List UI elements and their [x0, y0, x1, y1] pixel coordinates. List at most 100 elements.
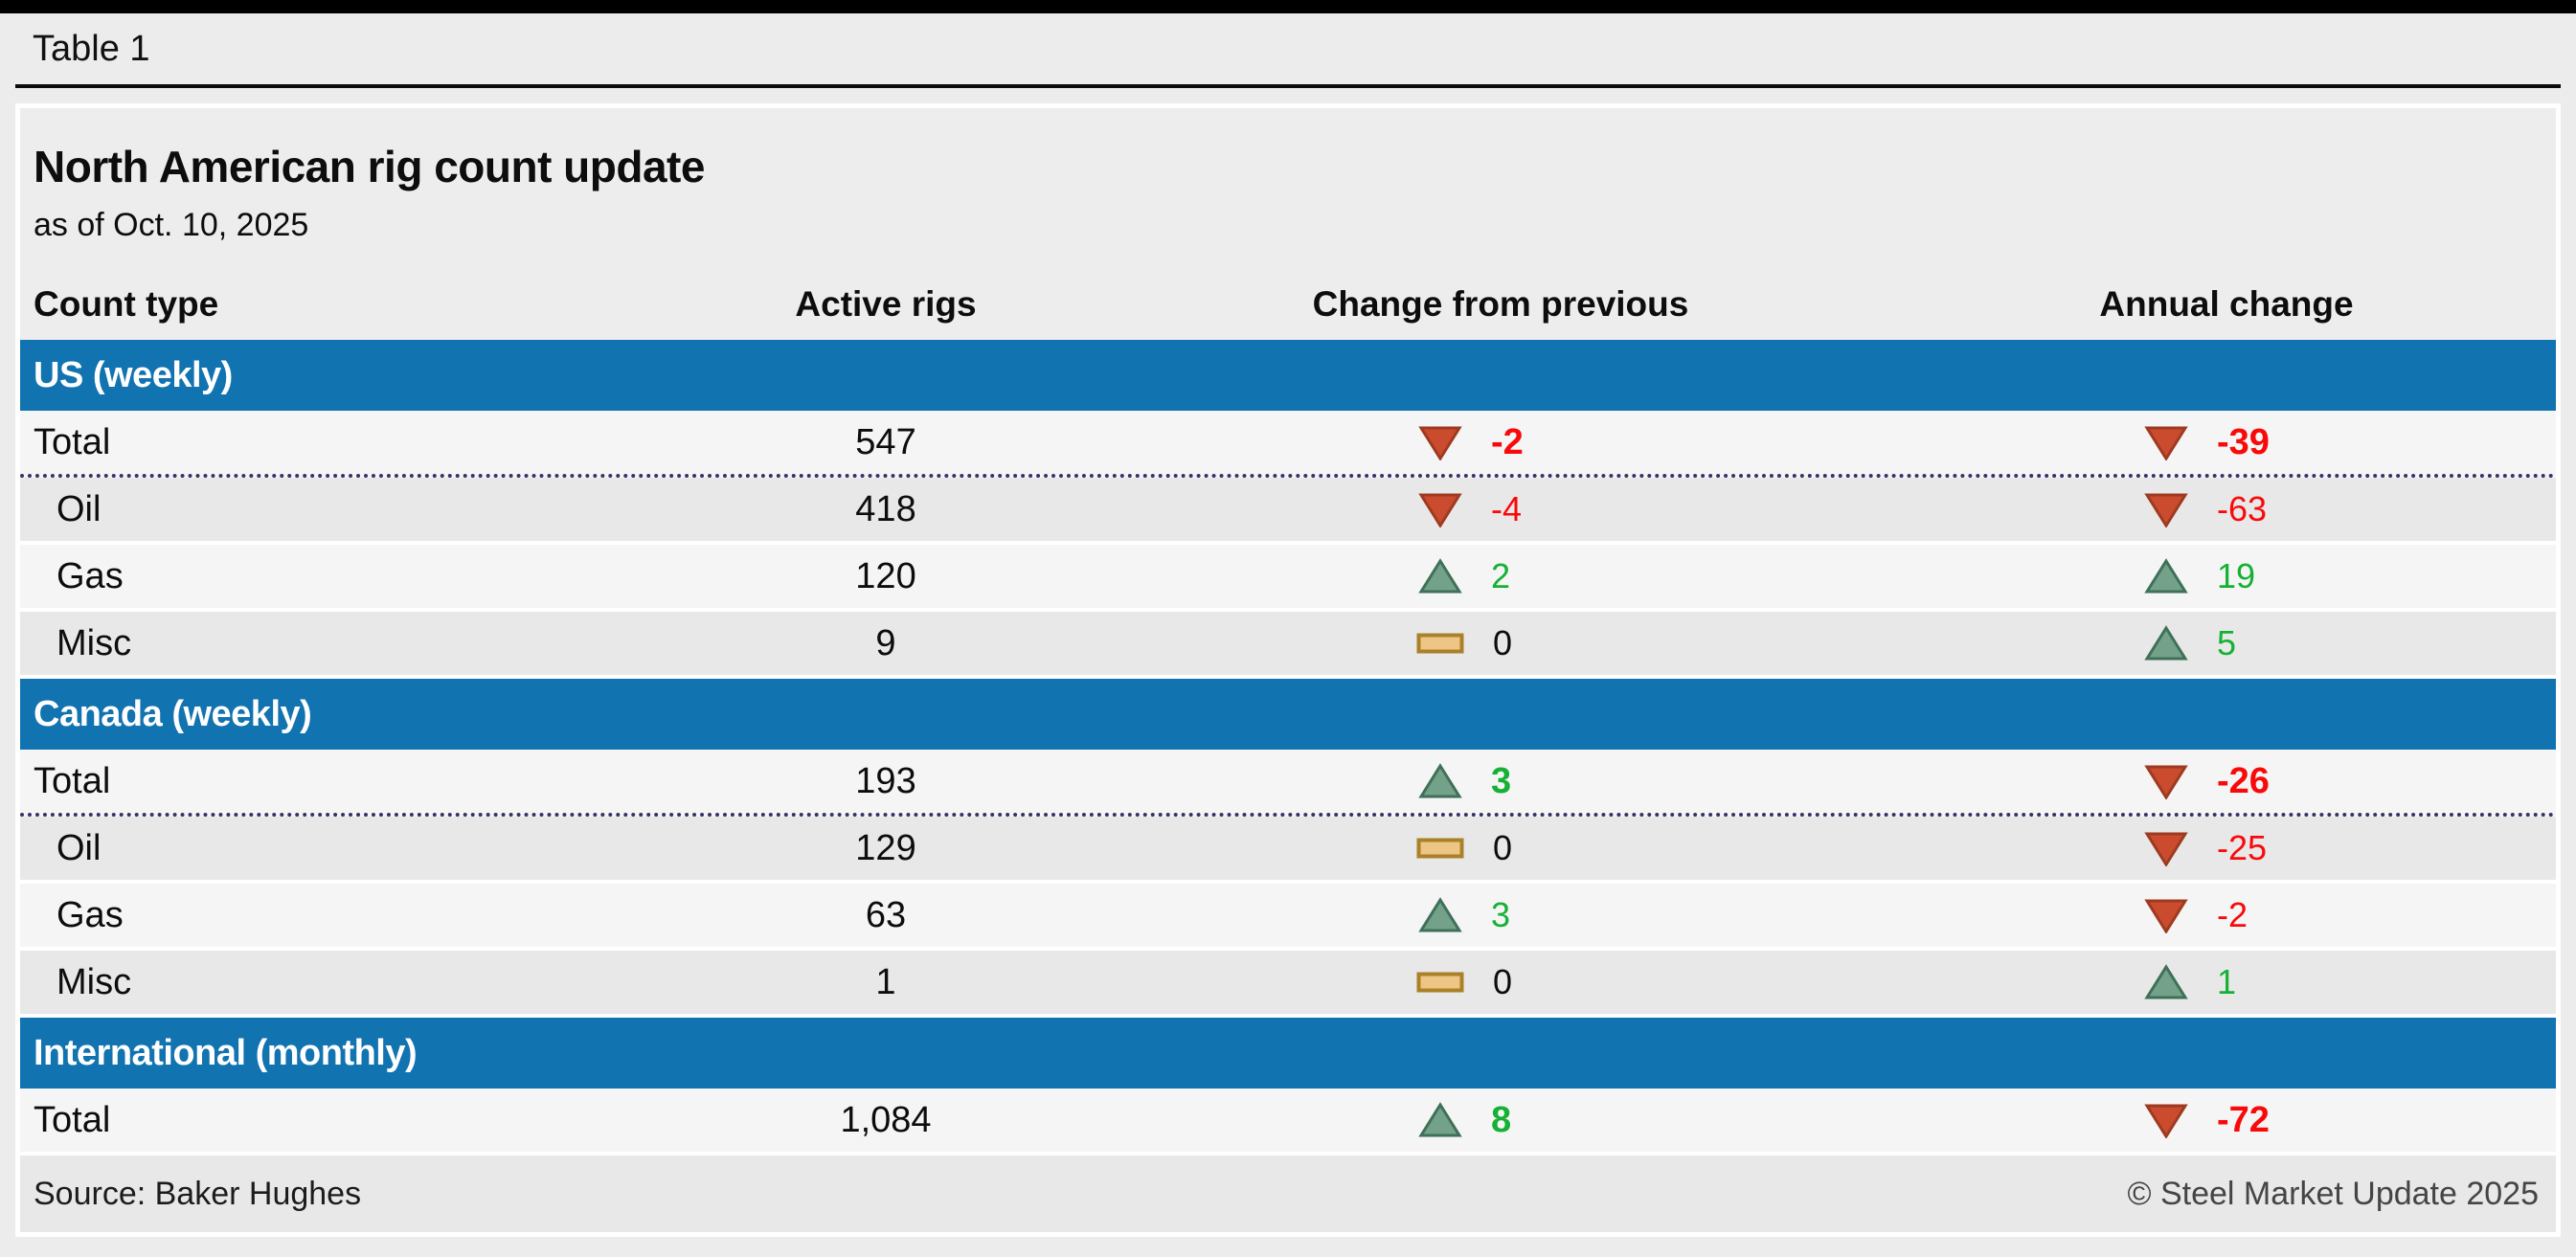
row-label: Oil [56, 827, 102, 868]
table-body: US (weekly) Total 547 -2 -39 Oil 418 -4 -63 Gas 12… [20, 340, 2556, 1156]
section-header-canada-weekly: Canada (weekly) [20, 679, 2556, 750]
annual-change-cell: -63 [1897, 489, 2556, 529]
table-row: Oil 418 -4 -63 [20, 478, 2556, 545]
annual-change-value: -2 [2217, 895, 2248, 934]
down-arrow-icon [2144, 830, 2188, 866]
down-arrow-icon [2144, 763, 2188, 799]
annual-change-value: -26 [2217, 760, 2270, 801]
down-arrow-icon [2144, 491, 2188, 527]
row-label: Oil [56, 488, 102, 529]
down-arrow-icon [2144, 897, 2188, 933]
column-header-change-from-previous: Change from previous [1312, 284, 1689, 324]
change-from-previous-cell: -4 [1104, 489, 1897, 529]
table-footer: Source: Baker Hughes © Steel Market Upda… [20, 1156, 2556, 1232]
down-arrow-icon [2144, 424, 2188, 460]
change-from-previous-value: 2 [1491, 556, 1511, 595]
active-rigs-value: 1 [875, 961, 896, 1002]
active-rigs-value: 9 [875, 622, 896, 663]
annual-change-cell: -2 [1897, 895, 2556, 935]
row-label: Gas [56, 894, 124, 935]
section-header-us-weekly: US (weekly) [20, 340, 2556, 411]
table-title: North American rig count update [34, 142, 705, 191]
row-label: Misc [56, 622, 132, 663]
active-rigs-value: 193 [855, 760, 916, 801]
table-row: Total 547 -2 -39 [20, 411, 2556, 478]
section-header-international-monthly: International (monthly) [20, 1018, 2556, 1089]
annual-change-cell: -26 [1897, 761, 2556, 802]
section-label: US (weekly) [34, 354, 233, 395]
change-from-previous-cell: 0 [1104, 962, 1897, 1002]
up-arrow-icon [1418, 1102, 1462, 1138]
table-subtitle: as of Oct. 10, 2025 [34, 207, 309, 243]
active-rigs-value: 1,084 [840, 1099, 932, 1140]
row-label: Misc [56, 961, 132, 1002]
annual-change-value: 19 [2217, 556, 2256, 595]
annual-change-value: 5 [2217, 623, 2237, 662]
table-row: Gas 120 2 19 [20, 545, 2556, 612]
change-from-previous-value: -2 [1491, 421, 1524, 462]
header-divider-rule [15, 84, 2561, 88]
annual-change-cell: 1 [1897, 962, 2556, 1002]
up-arrow-icon [2144, 625, 2188, 662]
column-header-row: Count type Active rigs Change from previ… [20, 269, 2556, 340]
change-from-previous-cell: 3 [1104, 761, 1897, 802]
annual-change-cell: -72 [1897, 1100, 2556, 1141]
change-from-previous-value: 3 [1491, 760, 1512, 801]
change-from-previous-value: 0 [1493, 962, 1513, 1001]
down-arrow-icon [2144, 1102, 2188, 1138]
top-black-bar [0, 0, 2576, 13]
up-arrow-icon [1418, 558, 1462, 595]
table-row: Total 1,084 8 -72 [20, 1089, 2556, 1156]
down-arrow-icon [1418, 424, 1462, 460]
active-rigs-value: 418 [855, 488, 916, 529]
change-from-previous-value: -4 [1491, 489, 1523, 528]
annual-change-value: 1 [2217, 962, 2237, 1001]
flat-change-icon [1416, 633, 1464, 654]
table-row: Misc 1 0 1 [20, 951, 2556, 1018]
change-from-previous-cell: 0 [1104, 828, 1897, 868]
change-from-previous-cell: 2 [1104, 556, 1897, 596]
table-row: Misc 9 0 5 [20, 612, 2556, 679]
rig-count-panel: North American rig count update as of Oc… [15, 103, 2561, 1237]
change-from-previous-cell: -2 [1104, 422, 1897, 463]
down-arrow-icon [1418, 491, 1462, 527]
change-from-previous-value: 0 [1493, 623, 1513, 662]
annual-change-cell: 5 [1897, 623, 2556, 663]
up-arrow-icon [1418, 897, 1462, 933]
annual-change-value: -25 [2217, 828, 2268, 867]
row-label: Total [34, 421, 111, 462]
up-arrow-icon [2144, 964, 2188, 1000]
column-header-annual-change: Annual change [2099, 284, 2354, 324]
annual-change-cell: -39 [1897, 422, 2556, 463]
flat-change-icon [1416, 972, 1464, 993]
row-label: Total [34, 1099, 111, 1140]
flat-change-icon [1416, 838, 1464, 859]
active-rigs-value: 63 [865, 894, 907, 935]
change-from-previous-value: 0 [1493, 828, 1513, 867]
row-label: Total [34, 760, 111, 801]
annual-change-cell: -25 [1897, 828, 2556, 868]
row-label: Gas [56, 555, 124, 596]
change-from-previous-cell: 8 [1104, 1100, 1897, 1141]
column-header-active-rigs: Active rigs [795, 284, 977, 324]
change-from-previous-cell: 3 [1104, 895, 1897, 935]
figure-label: Table 1 [33, 28, 150, 69]
up-arrow-icon [2144, 558, 2188, 595]
up-arrow-icon [1418, 763, 1462, 799]
active-rigs-value: 129 [855, 827, 916, 868]
active-rigs-value: 547 [855, 421, 916, 462]
annual-change-value: -63 [2217, 489, 2268, 528]
annual-change-value: -72 [2217, 1099, 2270, 1140]
section-label: International (monthly) [34, 1032, 418, 1073]
change-from-previous-cell: 0 [1104, 623, 1897, 663]
figure-label-row: Table 1 [0, 13, 2576, 84]
change-from-previous-value: 3 [1491, 895, 1511, 934]
table-row: Oil 129 0 -25 [20, 817, 2556, 884]
copyright-note: © Steel Market Update 2025 [2127, 1175, 2539, 1212]
table-row: Gas 63 3 -2 [20, 884, 2556, 951]
annual-change-value: -39 [2217, 421, 2270, 462]
column-header-count-type: Count type [34, 284, 219, 324]
source-note: Source: Baker Hughes [34, 1175, 362, 1212]
section-label: Canada (weekly) [34, 693, 312, 734]
